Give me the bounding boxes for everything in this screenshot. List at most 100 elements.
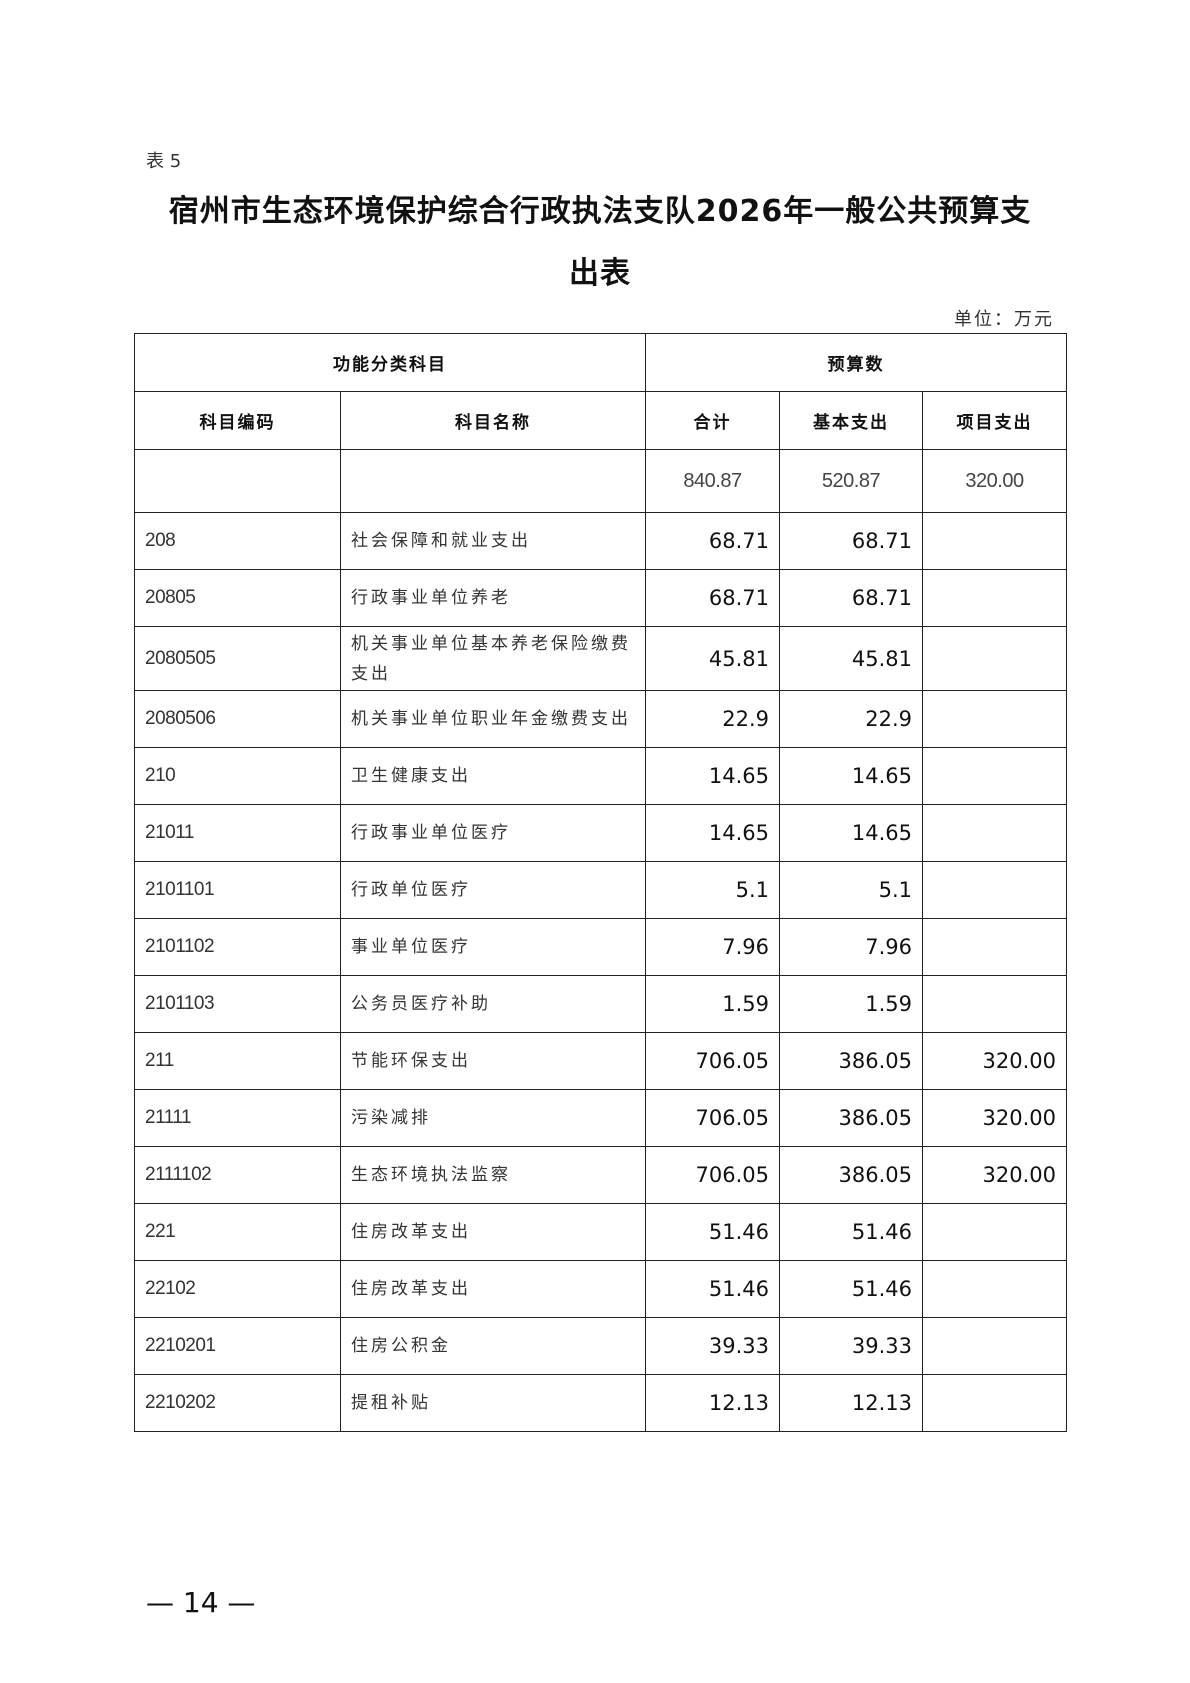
cell-basic: 5.1 — [779, 861, 923, 919]
page-title-continued: 出表 — [569, 256, 631, 291]
cell-basic: 51.46 — [779, 1260, 923, 1318]
cell-name: 住房改革支出 — [340, 1203, 646, 1261]
cell-total: 706.05 — [645, 1032, 780, 1090]
cell-project — [922, 747, 1067, 805]
cell-basic: 22.9 — [779, 690, 923, 748]
cell-basic: 12.13 — [779, 1374, 923, 1432]
cell-name: 污染减排 — [340, 1089, 646, 1147]
cell-code: 210 — [134, 747, 341, 805]
cell-basic: 51.46 — [779, 1203, 923, 1261]
cell-total: 14.65 — [645, 747, 780, 805]
table-row: 2080505 机关事业单位基本养老保险缴费支出 45.81 45.81 — [134, 626, 1067, 691]
cell-name: 公务员医疗补助 — [340, 975, 646, 1033]
cell-name: 住房改革支出 — [340, 1260, 646, 1318]
total-row: 840.87 520.87 320.00 — [134, 449, 1067, 513]
cell-code: 20805 — [134, 569, 341, 627]
total-name-cell — [340, 449, 646, 513]
cell-total: 12.13 — [645, 1374, 780, 1432]
cell-basic: 68.71 — [779, 569, 923, 627]
budget-table: 功能分类科目 预算数 科目编码 科目名称 合计 基本支出 项目支出 840.87… — [134, 333, 1067, 1432]
cell-code: 2101103 — [134, 975, 341, 1033]
header-row: 科目编码 科目名称 合计 基本支出 项目支出 — [134, 391, 1067, 450]
cell-project — [922, 1317, 1067, 1375]
cell-code: 2210201 — [134, 1317, 341, 1375]
cell-total: 51.46 — [645, 1203, 780, 1261]
cell-project — [922, 626, 1067, 691]
header-name: 科目名称 — [340, 391, 646, 450]
cell-code: 2210202 — [134, 1374, 341, 1432]
total-total: 840.87 — [645, 449, 780, 513]
cell-name: 行政事业单位养老 — [340, 569, 646, 627]
cell-code: 2101102 — [134, 918, 341, 976]
cell-total: 45.81 — [645, 626, 780, 691]
cell-name: 生态环境执法监察 — [340, 1146, 646, 1204]
cell-project — [922, 975, 1067, 1033]
cell-total: 51.46 — [645, 1260, 780, 1318]
cell-basic: 386.05 — [779, 1032, 923, 1090]
cell-name: 机关事业单位职业年金缴费支出 — [340, 690, 646, 748]
cell-project — [922, 1203, 1067, 1261]
cell-code: 21011 — [134, 804, 341, 862]
cell-basic: 7.96 — [779, 918, 923, 976]
table-row: 21111 污染减排 706.05 386.05 320.00 — [134, 1089, 1067, 1147]
table-row: 208 社会保障和就业支出 68.71 68.71 — [134, 512, 1067, 570]
table-row: 2101103 公务员医疗补助 1.59 1.59 — [134, 975, 1067, 1033]
cell-project — [922, 569, 1067, 627]
header-code: 科目编码 — [134, 391, 341, 450]
table-row: 210 卫生健康支出 14.65 14.65 — [134, 747, 1067, 805]
cell-basic: 386.05 — [779, 1089, 923, 1147]
table-row: 20805 行政事业单位养老 68.71 68.71 — [134, 569, 1067, 627]
cell-name: 机关事业单位基本养老保险缴费支出 — [340, 626, 646, 691]
cell-code: 2111102 — [134, 1146, 341, 1204]
table-row: 2210202 提租补贴 12.13 12.13 — [134, 1374, 1067, 1432]
cell-total: 39.33 — [645, 1317, 780, 1375]
cell-basic: 68.71 — [779, 512, 923, 570]
table-row: 211 节能环保支出 706.05 386.05 320.00 — [134, 1032, 1067, 1090]
cell-project: 320.00 — [922, 1146, 1067, 1204]
cell-name: 提租补贴 — [340, 1374, 646, 1432]
cell-code: 22102 — [134, 1260, 341, 1318]
cell-name: 行政单位医疗 — [340, 861, 646, 919]
cell-code: 208 — [134, 512, 341, 570]
cell-name: 行政事业单位医疗 — [340, 804, 646, 862]
cell-project — [922, 804, 1067, 862]
table-row: 22102 住房改革支出 51.46 51.46 — [134, 1260, 1067, 1318]
table-row: 221 住房改革支出 51.46 51.46 — [134, 1203, 1067, 1261]
unit-label: 单位：万元 — [954, 309, 1054, 330]
cell-name: 节能环保支出 — [340, 1032, 646, 1090]
cell-basic: 39.33 — [779, 1317, 923, 1375]
cell-basic: 14.65 — [779, 804, 923, 862]
cell-code: 211 — [134, 1032, 341, 1090]
cell-basic: 45.81 — [779, 626, 923, 691]
cell-total: 14.65 — [645, 804, 780, 862]
cell-name: 住房公积金 — [340, 1317, 646, 1375]
cell-project — [922, 512, 1067, 570]
header-budget-amount: 预算数 — [645, 333, 1067, 392]
table-row: 21011 行政事业单位医疗 14.65 14.65 — [134, 804, 1067, 862]
cell-basic: 386.05 — [779, 1146, 923, 1204]
cell-project — [922, 1374, 1067, 1432]
cell-total: 1.59 — [645, 975, 780, 1033]
header-basic: 基本支出 — [779, 391, 923, 450]
table-row: 2111102 生态环境执法监察 706.05 386.05 320.00 — [134, 1146, 1067, 1204]
cell-code: 2101101 — [134, 861, 341, 919]
cell-total: 706.05 — [645, 1146, 780, 1204]
table-row: 2101102 事业单位医疗 7.96 7.96 — [134, 918, 1067, 976]
header-project: 项目支出 — [922, 391, 1067, 450]
cell-project — [922, 1260, 1067, 1318]
cell-code: 221 — [134, 1203, 341, 1261]
header-row-group: 功能分类科目 预算数 — [134, 333, 1067, 392]
cell-name: 事业单位医疗 — [340, 918, 646, 976]
cell-total: 68.71 — [645, 569, 780, 627]
header-functional-category: 功能分类科目 — [134, 333, 646, 392]
cell-project: 320.00 — [922, 1089, 1067, 1147]
table-row: 2210201 住房公积金 39.33 39.33 — [134, 1317, 1067, 1375]
cell-total: 22.9 — [645, 690, 780, 748]
cell-project — [922, 918, 1067, 976]
total-basic: 520.87 — [779, 449, 923, 513]
header-total: 合计 — [645, 391, 780, 450]
cell-name: 卫生健康支出 — [340, 747, 646, 805]
cell-name: 社会保障和就业支出 — [340, 512, 646, 570]
cell-total: 5.1 — [645, 861, 780, 919]
cell-total: 68.71 — [645, 512, 780, 570]
